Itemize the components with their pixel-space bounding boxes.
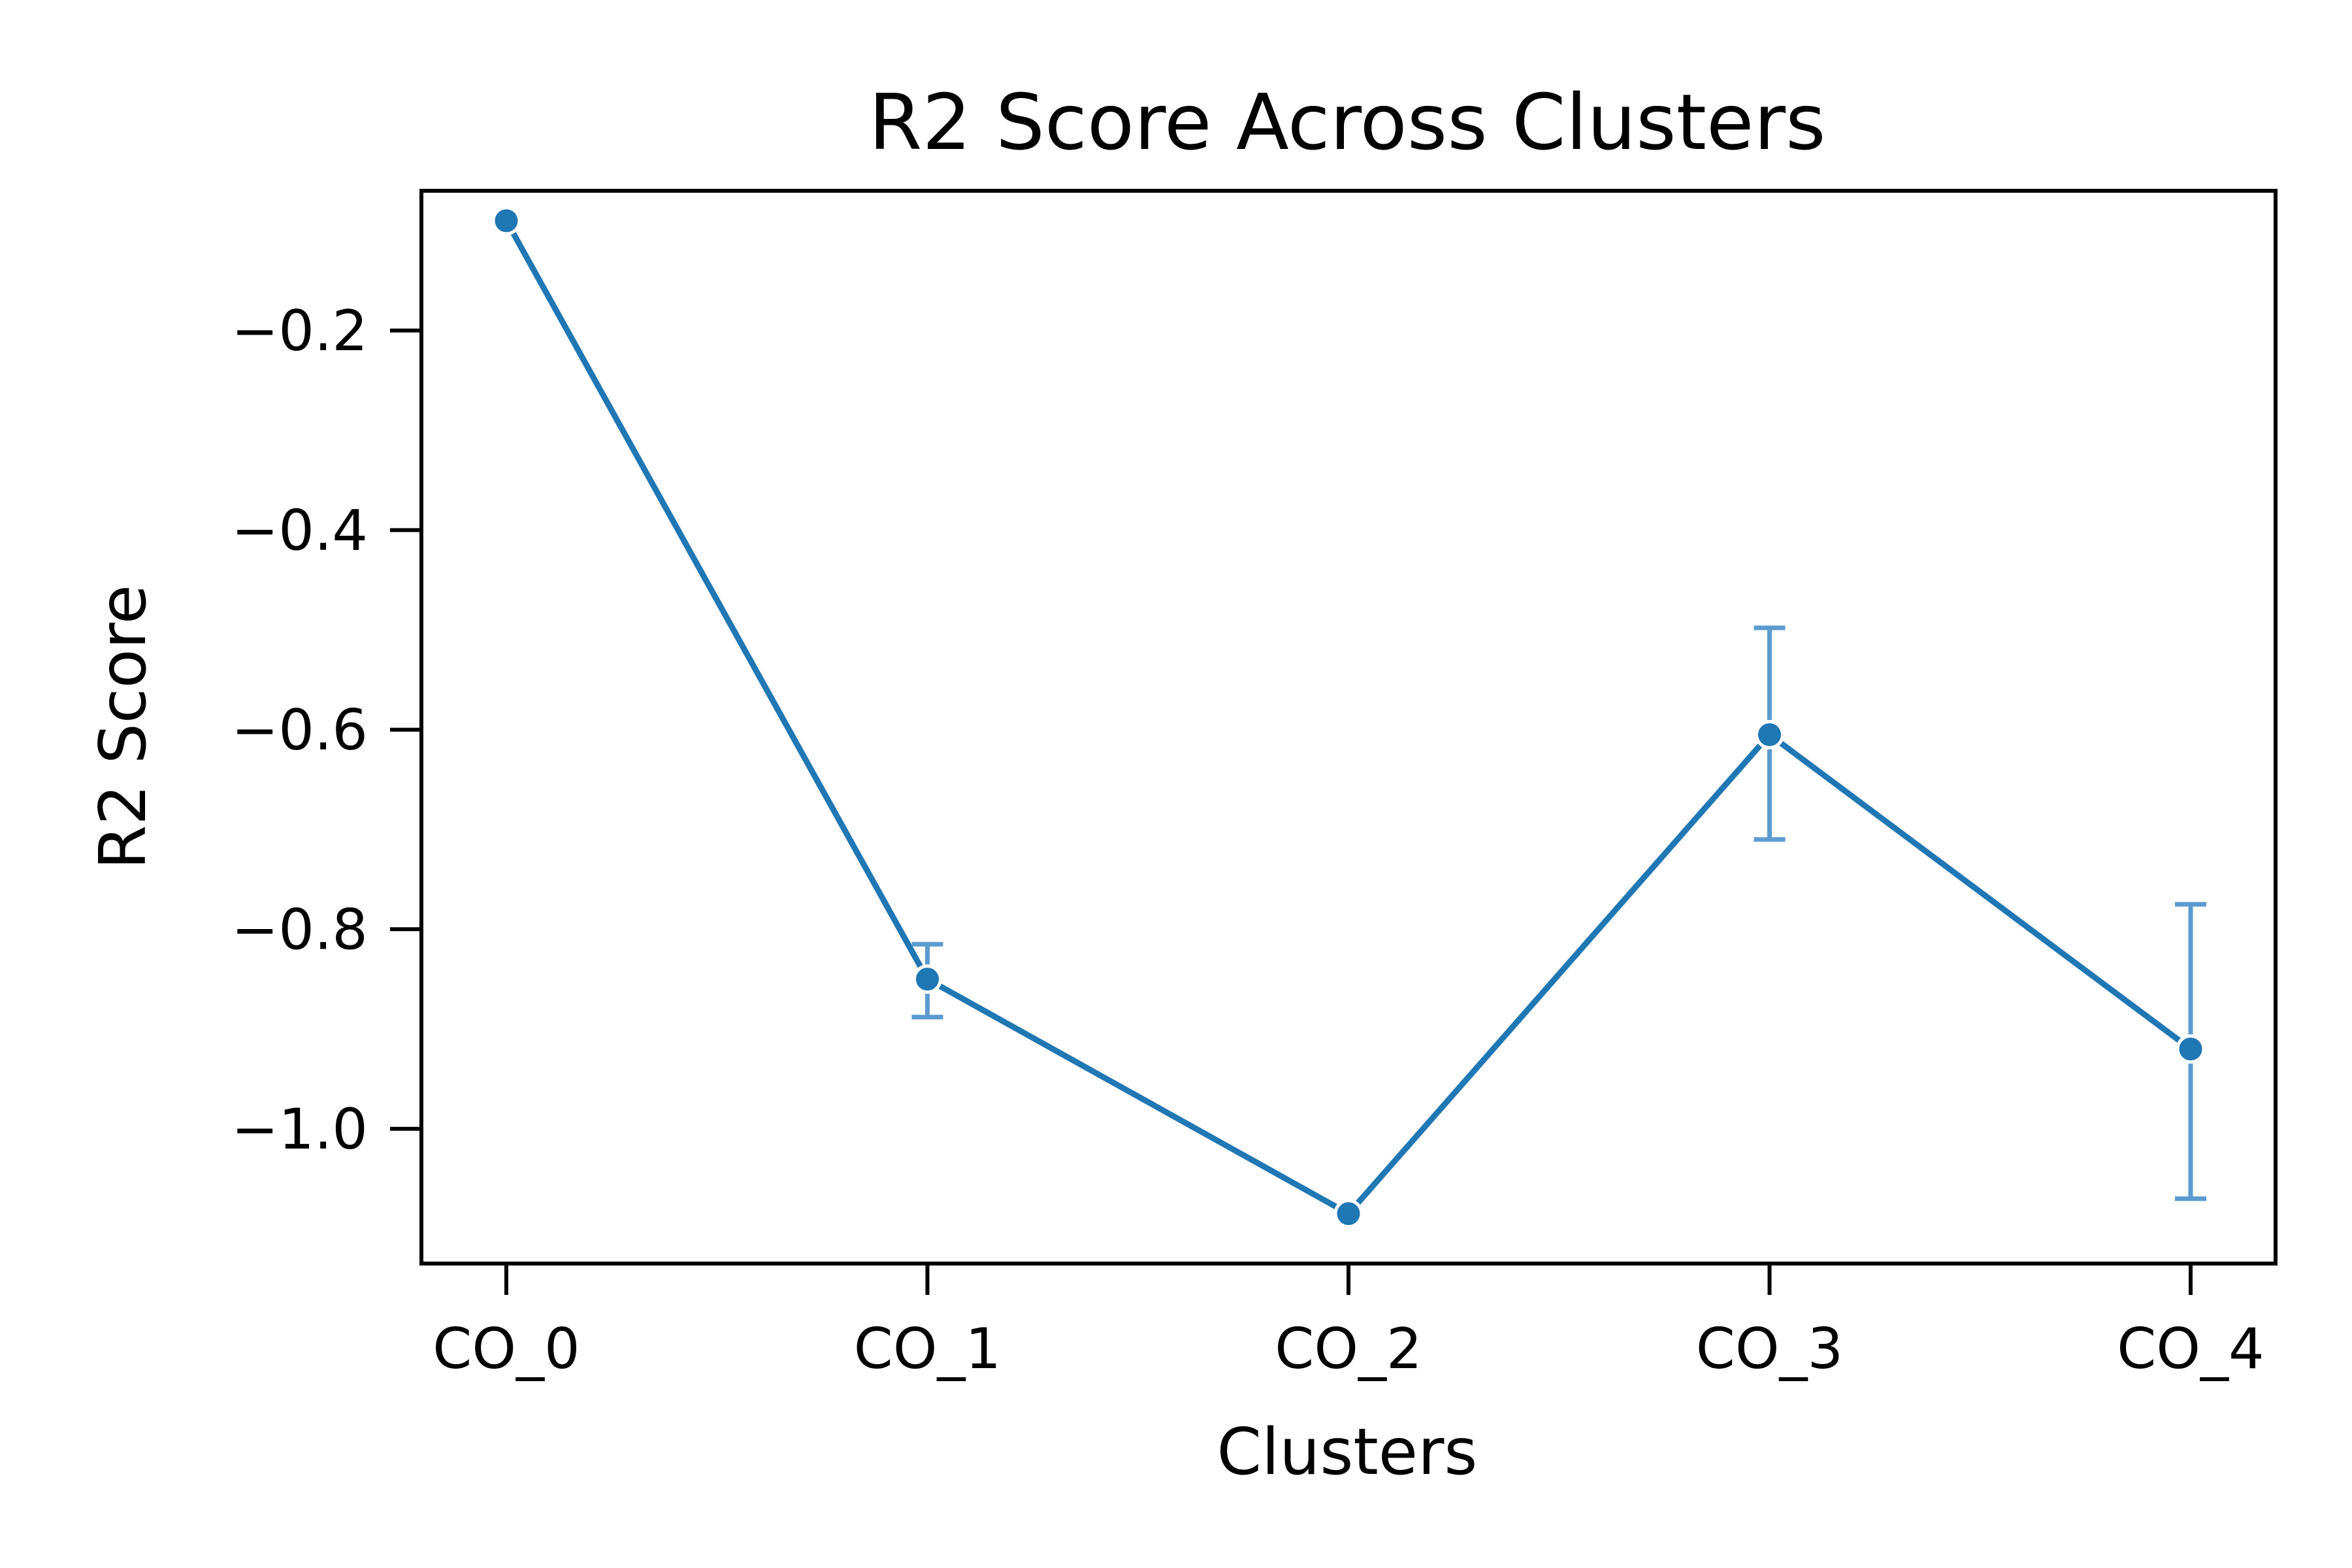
data-point [1755,719,1784,749]
x-tick-label: CO_4 [2117,1316,2264,1382]
x-axis-label: Clusters [1217,1415,1478,1490]
y-tick-label: −0.6 [231,698,368,763]
x-tick-label: CO_1 [854,1316,1001,1382]
y-tick-label: −0.8 [231,897,368,962]
plot-area [491,206,2206,1229]
y-tick-label: −0.2 [231,299,368,364]
y-tick-label: −1.0 [231,1097,368,1162]
plot-frame [419,189,2278,1266]
data-point [1333,1199,1364,1229]
chart-title: R2 Score Across Clusters [869,77,1826,167]
x-tick-label: CO_2 [1275,1316,1422,1382]
data-point [2176,1034,2206,1064]
series-line [504,219,2193,1217]
x-tick-label: CO_0 [433,1316,580,1382]
y-tick-label: −0.4 [231,498,368,563]
x-axis: CO_0 CO_1 CO_2 CO_3 CO_4 [433,1264,2264,1382]
y-axis: −1.0 −0.8 −0.6 −0.4 −0.2 [231,299,421,1162]
y-axis-label: R2 Score [86,585,161,870]
data-point [491,206,521,236]
data-point [913,964,942,994]
x-tick-label: CO_3 [1696,1316,1843,1382]
